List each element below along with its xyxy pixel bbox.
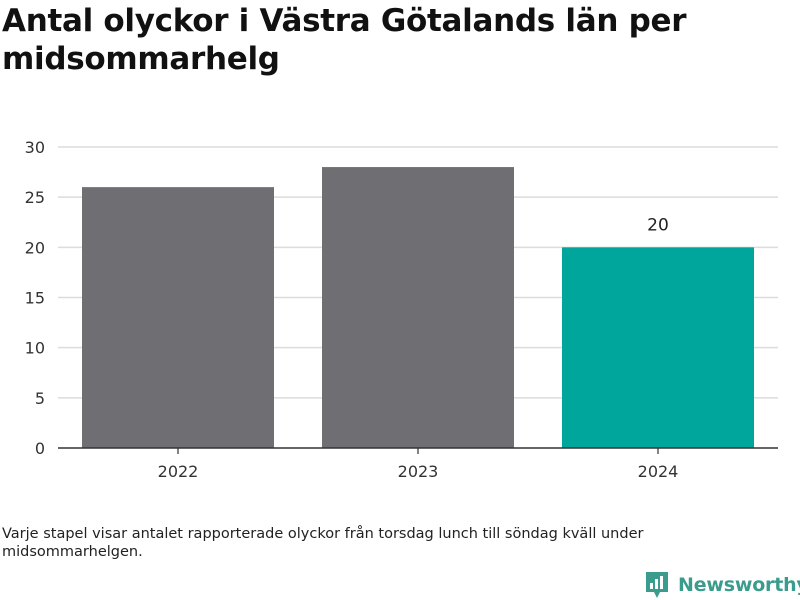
x-tick-label: 2022 — [158, 462, 199, 481]
y-tick-label: 15 — [25, 289, 45, 308]
y-tick-label: 25 — [25, 188, 45, 207]
labels: 0 5 10 15 20 25 30 2022 2023 2024 20 — [25, 138, 679, 481]
y-tick-label: 0 — [35, 439, 45, 458]
bar-2022 — [82, 187, 274, 448]
bar-2024 — [562, 247, 754, 448]
brand-logo: Newsworthy — [644, 570, 800, 600]
y-tick-label: 5 — [35, 389, 45, 408]
x-tick-label: 2023 — [398, 462, 439, 481]
x-tick-label: 2024 — [638, 462, 679, 481]
bars — [82, 167, 754, 449]
brand-name: Newsworthy — [678, 574, 800, 596]
bar-2023 — [322, 167, 514, 449]
y-tick-label: 30 — [25, 138, 45, 157]
y-tick-label: 20 — [25, 238, 45, 257]
y-tick-label: 10 — [25, 339, 45, 358]
data-label: 20 — [647, 215, 669, 235]
newsworthy-logo-icon — [646, 572, 668, 598]
chart-title: Antal olyckor i Västra Götalands län per… — [2, 3, 687, 77]
bar-chart: 0 5 10 15 20 25 30 2022 2023 2024 20 — [25, 138, 778, 481]
chart-footnote: Varje stapel visar antalet rapporterade … — [2, 526, 644, 560]
x-axis — [58, 447, 778, 454]
